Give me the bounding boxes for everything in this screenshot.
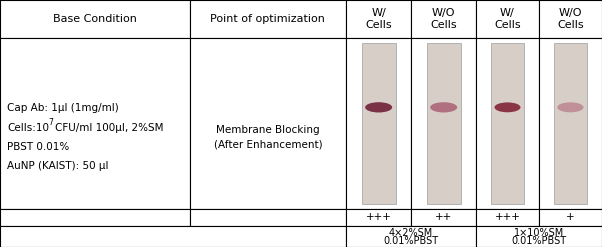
- Text: 7: 7: [48, 118, 53, 126]
- Bar: [346, 226, 476, 247]
- Bar: [539, 0, 602, 38]
- Bar: [0, 38, 190, 209]
- Text: W/
Cells: W/ Cells: [365, 8, 392, 30]
- Bar: [476, 209, 539, 226]
- Bar: [346, 0, 411, 38]
- Bar: [491, 43, 524, 204]
- Bar: [539, 209, 602, 226]
- Text: Membrane Blocking
(After Enhancement): Membrane Blocking (After Enhancement): [214, 125, 322, 149]
- Bar: [346, 209, 411, 226]
- Ellipse shape: [430, 102, 457, 112]
- Text: 0.01%PBST: 0.01%PBST: [383, 236, 439, 246]
- Text: PBST 0.01%: PBST 0.01%: [7, 142, 69, 152]
- Text: 1×10%SM: 1×10%SM: [514, 228, 564, 238]
- Bar: [346, 38, 411, 209]
- Bar: [362, 43, 396, 204]
- Text: 4×2%SM: 4×2%SM: [389, 228, 433, 238]
- Bar: [476, 226, 602, 247]
- Text: W/
Cells: W/ Cells: [494, 8, 521, 30]
- Bar: [539, 38, 602, 209]
- Bar: [476, 0, 539, 38]
- Bar: [554, 43, 587, 204]
- Bar: [411, 0, 476, 38]
- Text: +++: +++: [366, 212, 391, 222]
- Ellipse shape: [557, 102, 583, 112]
- Bar: [411, 209, 476, 226]
- Ellipse shape: [494, 103, 521, 112]
- Bar: [190, 38, 346, 209]
- Text: Point of optimization: Point of optimization: [211, 14, 325, 24]
- Bar: [0, 0, 190, 38]
- Text: AuNP (KAIST): 50 μl: AuNP (KAIST): 50 μl: [7, 161, 109, 171]
- Ellipse shape: [365, 102, 392, 112]
- Text: Cap Ab: 1μl (1mg/ml): Cap Ab: 1μl (1mg/ml): [7, 103, 119, 113]
- Bar: [0, 226, 346, 247]
- Bar: [476, 38, 539, 209]
- Text: +++: +++: [495, 212, 520, 222]
- Text: W/O
Cells: W/O Cells: [557, 8, 584, 30]
- Text: CFU/ml 100μl, 2%SM: CFU/ml 100μl, 2%SM: [55, 123, 163, 132]
- Text: ++: ++: [435, 212, 452, 222]
- Text: Cells:10: Cells:10: [7, 123, 49, 132]
- Bar: [190, 0, 346, 38]
- Bar: [190, 209, 346, 226]
- Bar: [0, 209, 190, 226]
- Bar: [427, 43, 461, 204]
- Text: W/O
Cells: W/O Cells: [430, 8, 457, 30]
- Text: Base Condition: Base Condition: [53, 14, 137, 24]
- Text: 0.01%PBST: 0.01%PBST: [512, 236, 566, 246]
- Text: +: +: [566, 212, 575, 222]
- Bar: [411, 38, 476, 209]
